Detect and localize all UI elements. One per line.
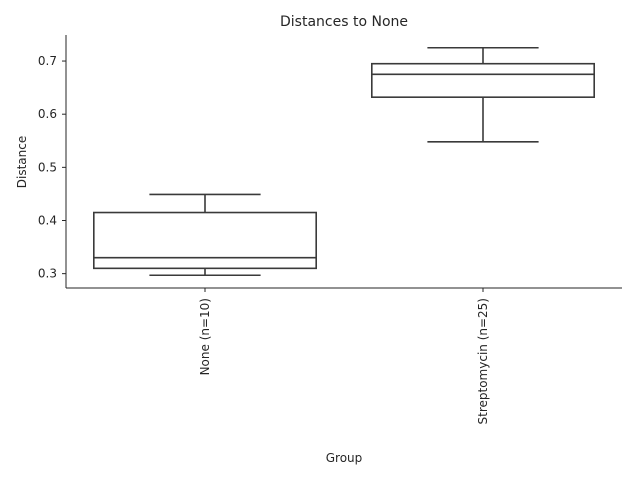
box-group [93,193,317,277]
x-ticks: None (n=10) Streptomycin (n=25) [198,288,490,424]
box-iqr [370,62,595,98]
y-tick-label: 0.4 [38,213,57,227]
boxes-layer [93,46,595,277]
y-tick-label: 0.7 [38,54,57,68]
y-axis-label: Distance [15,136,29,188]
y-tick-label: 0.6 [38,107,57,121]
box-iqr [93,211,317,270]
y-tick-label: 0.3 [38,267,57,281]
x-axis-label: Group [326,451,363,465]
chart-title: Distances to None [280,14,408,30]
x-tick-label: None (n=10) [198,298,212,375]
box-group [370,46,595,143]
y-ticks: 0.3 0.4 0.5 0.6 0.7 [38,54,66,281]
x-tick-label: Streptomycin (n=25) [476,298,490,424]
y-tick-label: 0.5 [38,160,57,174]
